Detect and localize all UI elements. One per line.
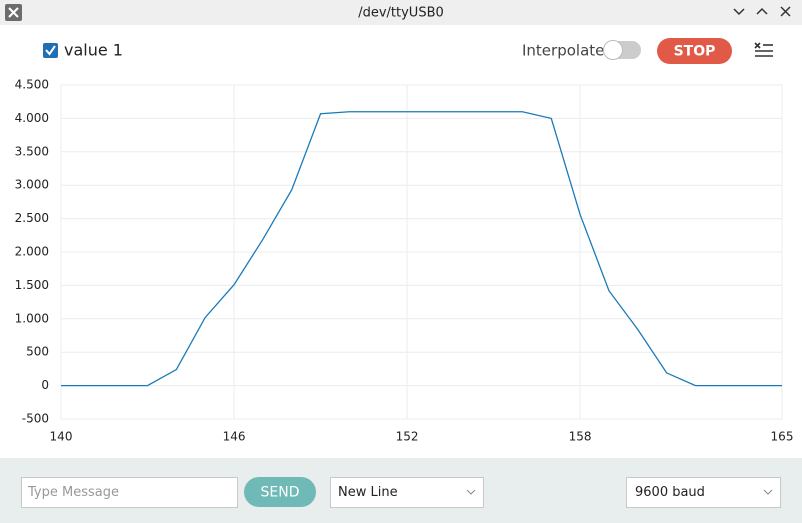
message-input[interactable]: [21, 477, 238, 508]
y-tick-label: 3.500: [15, 144, 49, 158]
close-button[interactable]: [780, 6, 791, 17]
baud-select[interactable]: [626, 477, 781, 508]
baud-chevron: [763, 489, 773, 495]
message-placeholder: Type Message: [27, 485, 119, 500]
window-title: /dev/ttyUSB0: [358, 6, 444, 21]
line-ending-value: New Line: [338, 485, 398, 500]
y-tick-label: 1.000: [15, 311, 49, 325]
stop-button[interactable]: [657, 38, 732, 64]
maximize-button[interactable]: [756, 7, 768, 15]
data-line: [61, 111, 782, 387]
baud-value: 9600 baud: [635, 485, 705, 500]
x-tick-label: 165: [771, 430, 794, 444]
x-tick-label: 140: [50, 430, 73, 444]
x-tick-label: 146: [223, 430, 246, 444]
app-icon: [5, 4, 22, 21]
menu-button[interactable]: [754, 42, 773, 57]
x-tick-label: 152: [396, 430, 419, 444]
y-tick-label: 2.000: [15, 245, 49, 259]
send-button-label: SEND: [261, 485, 300, 501]
x-tick-label: 158: [569, 430, 592, 444]
plot: -500 0 500 1.000 1.500 2.000 2.500 3.000 3.500 4.…: [15, 78, 794, 444]
line-ending-chevron: [466, 489, 476, 495]
line-ending-select[interactable]: [330, 477, 484, 508]
y-tick-label: 4.000: [15, 111, 49, 125]
send-button[interactable]: [244, 477, 316, 507]
interpolate-label: Interpolate: [522, 42, 604, 60]
minimize-button[interactable]: [733, 8, 745, 16]
y-tick-label: 3.000: [15, 178, 49, 192]
legend-label: value 1: [64, 41, 123, 60]
title-bar: [0, 0, 802, 25]
interpolate-toggle[interactable]: [603, 40, 642, 60]
series-checkbox[interactable]: [43, 43, 58, 58]
stop-button-label: STOP: [674, 44, 716, 60]
y-tick-label: 0: [41, 378, 49, 392]
y-tick-label: 2.500: [15, 211, 49, 225]
y-tick-label: 1.500: [15, 278, 49, 292]
y-tick-label: -500: [22, 412, 49, 426]
y-tick-label: 4.500: [15, 78, 49, 92]
y-tick-label: 500: [26, 345, 49, 359]
